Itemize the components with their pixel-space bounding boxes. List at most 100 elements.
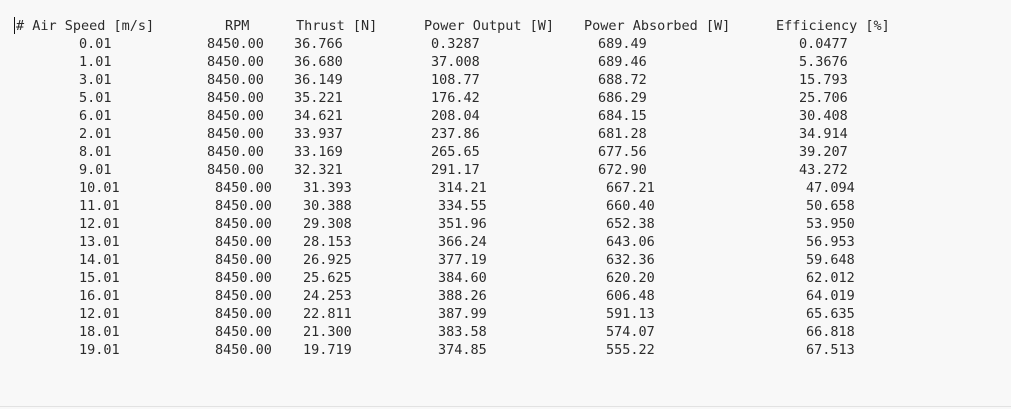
cell-thrust: 33.169 (294, 144, 343, 160)
cell-power-absorbed: 688.72 (598, 72, 647, 88)
cell-efficiency: 34.914 (799, 126, 848, 142)
cell-rpm: 8450.00 (207, 162, 264, 178)
cell-thrust: 21.300 (303, 324, 352, 340)
cell-air-speed: 1.01 (79, 54, 112, 70)
cell-efficiency: 39.207 (799, 144, 848, 160)
cell-air-speed: 5.01 (79, 90, 112, 106)
cell-rpm: 8450.00 (215, 288, 272, 304)
cell-thrust: 30.388 (303, 198, 352, 214)
cell-air-speed: 16.01 (79, 288, 120, 304)
cell-efficiency: 65.635 (806, 306, 855, 322)
cell-rpm: 8450.00 (215, 324, 272, 340)
cell-power-output: 351.96 (438, 216, 487, 232)
cell-thrust: 29.308 (303, 216, 352, 232)
cell-power-output: 387.99 (438, 306, 487, 322)
cell-rpm: 8450.00 (207, 36, 264, 52)
cell-rpm: 8450.00 (215, 306, 272, 322)
cell-power-absorbed: 681.28 (598, 126, 647, 142)
cell-power-absorbed: 555.22 (606, 342, 655, 358)
cell-efficiency: 30.408 (799, 108, 848, 124)
cell-rpm: 8450.00 (207, 72, 264, 88)
cell-power-output: 388.26 (438, 288, 487, 304)
cell-power-absorbed: 606.48 (606, 288, 655, 304)
cell-power-output: 291.17 (431, 162, 480, 178)
cell-power-absorbed: 684.15 (598, 108, 647, 124)
cell-rpm: 8450.00 (215, 252, 272, 268)
cell-power-absorbed: 672.90 (598, 162, 647, 178)
cell-efficiency: 59.648 (806, 252, 855, 268)
cell-air-speed: 3.01 (79, 72, 112, 88)
cell-power-absorbed: 689.49 (598, 36, 647, 52)
cell-thrust: 33.937 (294, 126, 343, 142)
cell-power-output: 384.60 (438, 270, 487, 286)
cell-efficiency: 25.706 (799, 90, 848, 106)
cell-rpm: 8450.00 (215, 270, 272, 286)
cell-power-output: 383.58 (438, 324, 487, 340)
cell-efficiency: 0.0477 (799, 36, 848, 52)
cell-rpm: 8450.00 (207, 90, 264, 106)
cell-rpm: 8450.00 (215, 234, 272, 250)
cell-thrust: 36.680 (294, 54, 343, 70)
cell-air-speed: 6.01 (79, 108, 112, 124)
cell-air-speed: 19.01 (79, 342, 120, 358)
cell-rpm: 8450.00 (207, 126, 264, 142)
cell-power-output: 237.86 (431, 126, 480, 142)
cell-power-absorbed: 677.56 (598, 144, 647, 160)
cell-power-absorbed: 660.40 (606, 198, 655, 214)
cell-air-speed: 10.01 (79, 180, 120, 196)
cell-efficiency: 56.953 (806, 234, 855, 250)
cell-rpm: 8450.00 (215, 198, 272, 214)
header-power-output: Power Output [W] (424, 18, 555, 34)
cell-rpm: 8450.00 (207, 108, 264, 124)
cell-thrust: 36.149 (294, 72, 343, 88)
cell-efficiency: 64.019 (806, 288, 855, 304)
cell-power-output: 108.77 (431, 72, 480, 88)
cell-thrust: 35.221 (294, 90, 343, 106)
cell-thrust: 36.766 (294, 36, 343, 52)
cell-thrust: 31.393 (303, 180, 352, 196)
cell-thrust: 19.719 (303, 342, 352, 358)
cell-air-speed: 13.01 (79, 234, 120, 250)
cell-efficiency: 15.793 (799, 72, 848, 88)
cell-air-speed: 18.01 (79, 324, 120, 340)
text-cursor (14, 17, 15, 34)
cell-power-absorbed: 652.38 (606, 216, 655, 232)
cell-rpm: 8450.00 (215, 180, 272, 196)
cell-efficiency: 66.818 (806, 324, 855, 340)
cell-power-absorbed: 620.20 (606, 270, 655, 286)
cell-efficiency: 5.3676 (799, 54, 848, 70)
cell-rpm: 8450.00 (207, 144, 264, 160)
cell-power-output: 377.19 (438, 252, 487, 268)
cell-efficiency: 53.950 (806, 216, 855, 232)
cell-thrust: 22.811 (303, 306, 352, 322)
cell-power-output: 265.65 (431, 144, 480, 160)
cell-efficiency: 62.012 (806, 270, 855, 286)
cell-air-speed: 14.01 (79, 252, 120, 268)
cell-power-absorbed: 591.13 (606, 306, 655, 322)
cell-power-output: 374.85 (438, 342, 487, 358)
cell-air-speed: 0.01 (79, 36, 112, 52)
cell-air-speed: 12.01 (79, 306, 120, 322)
header-rpm: RPM (225, 18, 250, 34)
cell-air-speed: 15.01 (79, 270, 120, 286)
cell-power-absorbed: 686.29 (598, 90, 647, 106)
cell-power-output: 334.55 (438, 198, 487, 214)
header-efficiency: Efficiency [%] (776, 18, 890, 34)
cell-power-output: 208.04 (431, 108, 480, 124)
cell-thrust: 25.625 (303, 270, 352, 286)
cell-rpm: 8450.00 (207, 54, 264, 70)
cell-power-output: 366.24 (438, 234, 487, 250)
cell-air-speed: 9.01 (79, 162, 112, 178)
cell-power-absorbed: 632.36 (606, 252, 655, 268)
cell-thrust: 26.925 (303, 252, 352, 268)
cell-power-output: 37.008 (431, 54, 480, 70)
cell-thrust: 24.253 (303, 288, 352, 304)
cell-power-output: 176.42 (431, 90, 480, 106)
cell-efficiency: 43.272 (799, 162, 848, 178)
cell-air-speed: 12.01 (79, 216, 120, 232)
cell-thrust: 34.621 (294, 108, 343, 124)
propeller-performance-text[interactable]: # Air Speed [m/s] RPM Thrust [N] Power O… (0, 0, 1011, 400)
cell-rpm: 8450.00 (215, 216, 272, 232)
cell-power-output: 0.3287 (431, 36, 480, 52)
